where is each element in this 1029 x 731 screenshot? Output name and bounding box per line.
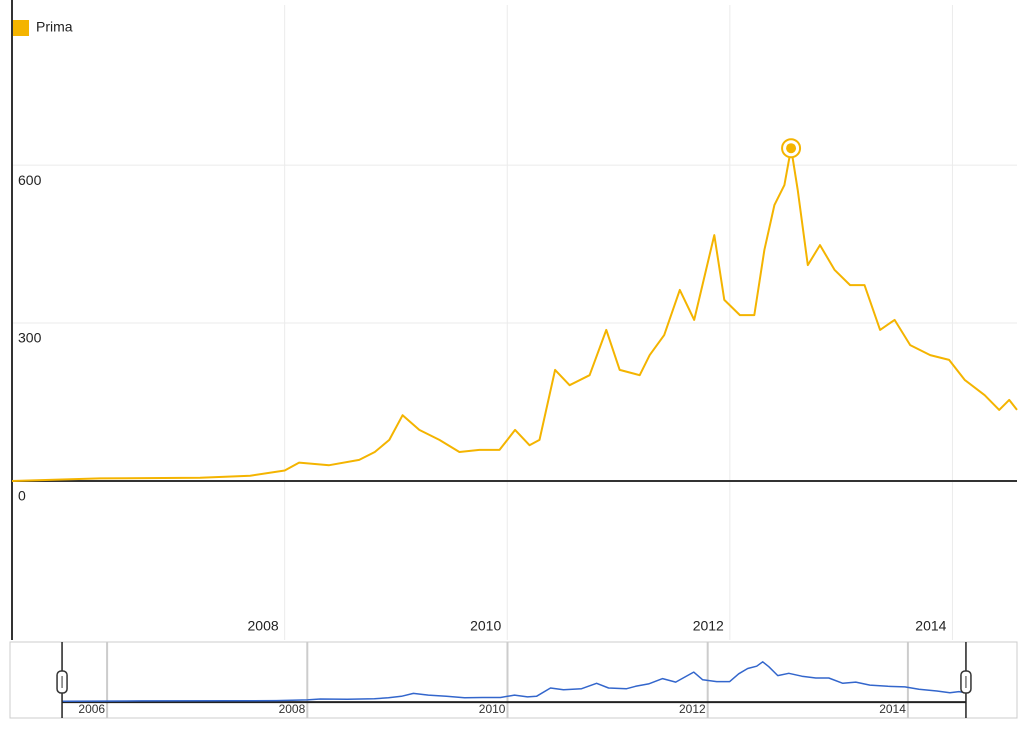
x-tick-label: 2010 [470, 618, 501, 634]
x-tick-label: 2008 [248, 618, 279, 634]
legend-swatch [13, 20, 29, 36]
y-tick-label: 300 [18, 330, 42, 346]
navigator-tick-label: 2006 [78, 702, 105, 716]
navigator-frame [9, 641, 1018, 719]
x-tick-label: 2012 [693, 618, 724, 634]
x-tick-label: 2014 [915, 618, 946, 634]
navigator-tick-label: 2012 [679, 702, 706, 716]
navigator-tick-label: 2014 [879, 702, 906, 716]
y-tick-label: 0 [18, 488, 26, 504]
legend-label[interactable]: Prima [36, 19, 73, 35]
navigator-tick-label: 2008 [279, 702, 306, 716]
y-tick-label: 600 [18, 172, 42, 188]
peak-marker [786, 143, 797, 154]
navigator[interactable]: 2006 2008 2010 2012 2014 [9, 641, 1018, 719]
series-line [62, 661, 967, 702]
series-line [11, 147, 1018, 482]
navigator-tick-label: 2010 [479, 702, 506, 716]
main-plot: 2008 2010 2012 2014 0 300 600 Prima [11, 0, 1018, 640]
